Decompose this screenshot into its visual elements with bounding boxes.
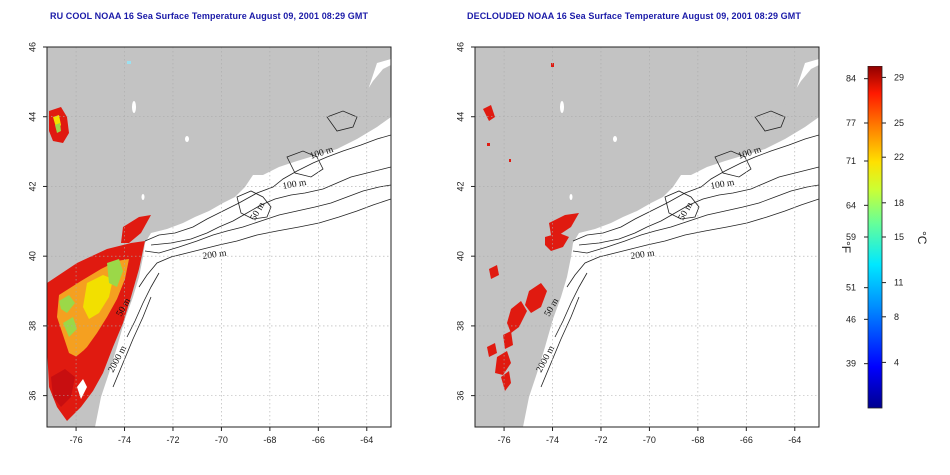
fahrenheit-tick-label: 71: [846, 156, 856, 166]
celsius-tick-label: 15: [894, 232, 904, 242]
svg-text:100 m: 100 m: [282, 178, 308, 192]
lake: [560, 101, 564, 113]
lat-tick-label: 44: [27, 112, 37, 122]
lon-tick-label: -76: [498, 435, 511, 445]
contour-lines: [540, 110, 819, 388]
lon-tick-label: -66: [740, 435, 753, 445]
lat-tick-label: 36: [27, 391, 37, 401]
fahrenheit-tick-label: 77: [846, 118, 856, 128]
lat-tick-label: 44: [455, 112, 465, 122]
lake: [569, 194, 573, 200]
lon-tick-label: -68: [263, 435, 276, 445]
sst-overlay: [47, 61, 151, 421]
lon-tick-label: -70: [215, 435, 228, 445]
fahrenheit-tick-label: 46: [846, 314, 856, 324]
right-map-panel: 100 m 100 m 50 m 200 m 50 m 2000 m -76 -7…: [455, 42, 820, 445]
map-frame: [46, 46, 392, 428]
lake: [185, 136, 189, 142]
lon-tick-label: -74: [546, 435, 559, 445]
fahrenheit-tick-label: 64: [846, 200, 856, 210]
fahrenheit-tick-label: 84: [846, 74, 856, 84]
axis-ticks: -76 -74 -72 -70 -68 -66 -64 36 38 40 42 44 46: [27, 42, 373, 445]
grid-lines: [47, 47, 391, 427]
lat-tick-label: 42: [455, 181, 465, 191]
lon-tick-label: -74: [118, 435, 131, 445]
grid-lines: [475, 47, 819, 427]
lake: [613, 136, 617, 142]
axis-ticks: -76 -74 -72 -70 -68 -66 -64 36 38 40 42 44 46: [455, 42, 801, 445]
left-map-svg: 100 m 100 m 50 m 200 m 50 m 2000 m -76 -7…: [27, 42, 392, 445]
lat-tick-label: 42: [27, 181, 37, 191]
lon-tick-label: -68: [691, 435, 704, 445]
lake: [141, 194, 145, 200]
celsius-tick-label: 25: [894, 118, 904, 128]
land-mass: [47, 47, 391, 427]
right-map-svg: 100 m 100 m 50 m 200 m 50 m 2000 m -76 -7…: [455, 42, 820, 445]
lon-tick-label: -76: [70, 435, 83, 445]
lon-tick-label: -66: [312, 435, 325, 445]
right-panel-title: DECLOUDED NOAA 16 Sea Surface Temperatur…: [467, 11, 801, 21]
celsius-tick-label: 22: [894, 152, 904, 162]
lon-tick-label: -64: [360, 435, 373, 445]
celsius-tick-label: 4: [894, 357, 899, 367]
nova-scotia: [680, 65, 819, 175]
sst-overlay: [483, 63, 579, 391]
land-mass: [475, 47, 819, 427]
lat-tick-label: 46: [27, 42, 37, 52]
lat-tick-label: 38: [27, 321, 37, 331]
fahrenheit-unit-label: °F: [839, 241, 853, 253]
fahrenheit-tick-label: 51: [846, 283, 856, 293]
celsius-tick-label: 11: [894, 278, 903, 288]
map-frame: [474, 46, 820, 428]
fahrenheit-tick-label: 39: [846, 359, 856, 369]
left-panel-title: RU COOL NOAA 16 Sea Surface Temperature …: [50, 11, 369, 21]
lon-tick-label: -72: [166, 435, 179, 445]
lon-tick-label: -72: [594, 435, 607, 445]
celsius-tick-label: 8: [894, 312, 899, 322]
lake: [132, 101, 136, 113]
fahrenheit-tick-label: 59: [846, 232, 856, 242]
lat-tick-label: 36: [455, 391, 465, 401]
lat-tick-label: 40: [27, 251, 37, 261]
lat-tick-label: 46: [455, 42, 465, 52]
left-map-panel: 100 m 100 m 50 m 200 m 50 m 2000 m -76 -7…: [27, 42, 392, 445]
colorbar-gradient: [867, 66, 883, 409]
lon-tick-label: -64: [788, 435, 801, 445]
contour-lines: [112, 110, 391, 388]
celsius-tick-label: 29: [894, 72, 904, 82]
lat-tick-label: 40: [455, 251, 465, 261]
celsius-tick-label: 18: [894, 198, 904, 208]
celsius-unit-label: °C: [915, 231, 929, 245]
lat-tick-label: 38: [455, 321, 465, 331]
lon-tick-label: -70: [643, 435, 656, 445]
nova-scotia: [252, 65, 391, 175]
svg-text:100 m: 100 m: [710, 178, 736, 192]
